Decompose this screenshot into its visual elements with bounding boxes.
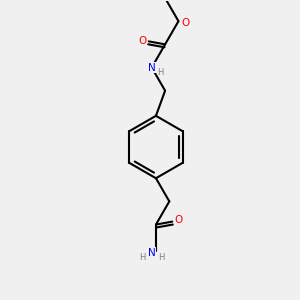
Text: N: N xyxy=(148,62,156,73)
Text: H: H xyxy=(140,254,146,262)
Text: H: H xyxy=(158,254,164,262)
Text: O: O xyxy=(175,215,183,225)
Text: H: H xyxy=(157,68,163,77)
Text: O: O xyxy=(181,18,189,28)
Text: N: N xyxy=(148,248,155,258)
Text: O: O xyxy=(138,36,146,46)
